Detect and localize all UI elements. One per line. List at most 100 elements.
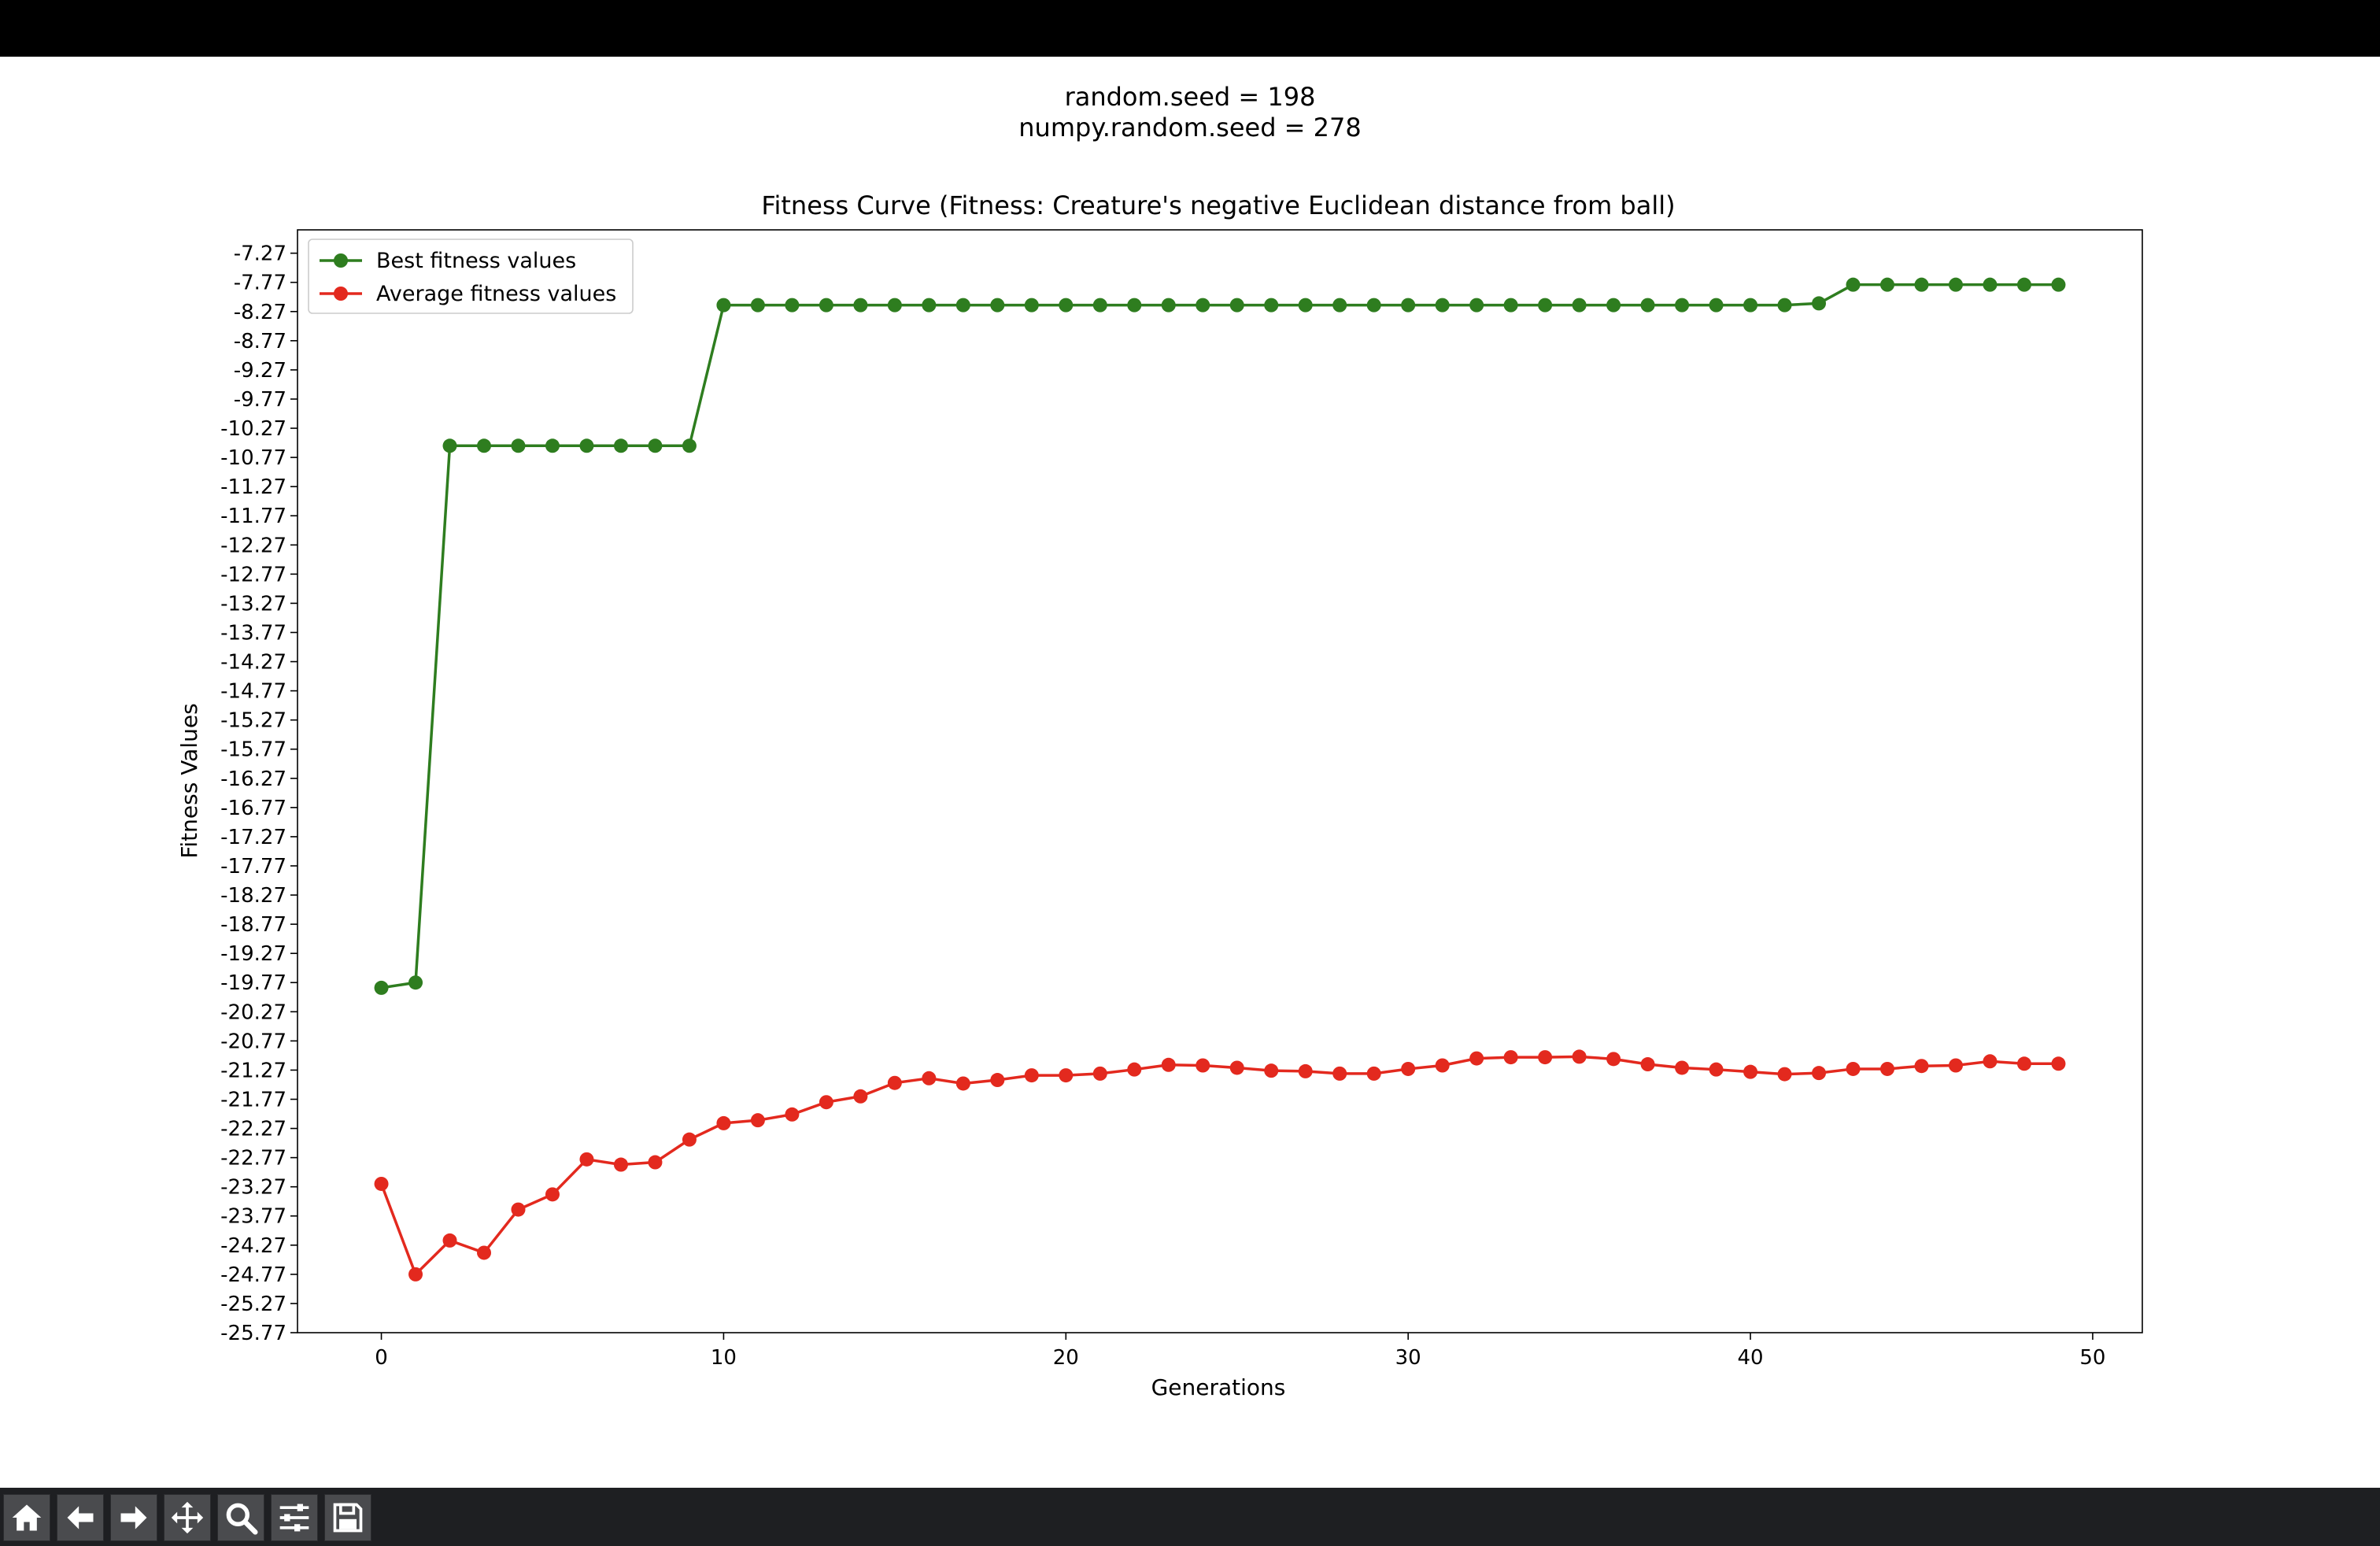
- y-tick-label: -15.77: [220, 738, 286, 762]
- data-point: [1196, 1058, 1210, 1073]
- data-point: [1264, 1063, 1279, 1078]
- move-icon: [171, 1501, 204, 1534]
- legend-box: [308, 239, 634, 314]
- legend-label: Average fitness values: [376, 282, 616, 306]
- legend: Best fitness values Average fitness value…: [308, 239, 634, 314]
- data-point: [579, 438, 594, 453]
- home-button[interactable]: [3, 1494, 50, 1541]
- data-point: [1812, 1066, 1827, 1081]
- x-axis-label: Generations: [1151, 1374, 1286, 1400]
- data-point: [1538, 298, 1553, 313]
- y-tick-label: -17.27: [220, 826, 286, 849]
- x-tick-label: 50: [2079, 1346, 2105, 1370]
- data-point: [408, 1267, 423, 1282]
- data-point: [2016, 1056, 2031, 1071]
- data-point: [1161, 1057, 1176, 1072]
- y-tick-label: -15.27: [220, 709, 286, 733]
- data-point: [922, 1071, 937, 1086]
- data-point: [1880, 1061, 1895, 1076]
- data-point: [785, 1107, 800, 1122]
- y-tick-label: -25.27: [220, 1293, 286, 1316]
- configure-subplots-button[interactable]: [271, 1494, 318, 1541]
- sliders-icon: [279, 1503, 309, 1532]
- data-point: [1366, 1066, 1381, 1081]
- y-tick-label: -11.77: [220, 505, 286, 528]
- data-point: [1332, 298, 1347, 313]
- data-point: [1880, 277, 1895, 292]
- y-tick-label: -24.77: [220, 1263, 286, 1287]
- y-tick-label: -18.27: [220, 884, 286, 908]
- data-point: [442, 1233, 457, 1248]
- y-tick-label: -10.77: [220, 446, 286, 470]
- data-point: [990, 1073, 1005, 1088]
- y-tick-label: -20.27: [220, 1000, 286, 1024]
- series-line: [381, 283, 2059, 989]
- legend-label: Best fitness values: [376, 249, 576, 273]
- legend-marker: [334, 253, 348, 268]
- x-tick-label: 40: [1738, 1346, 1764, 1370]
- data-point: [1640, 298, 1655, 313]
- y-tick-label: -7.77: [234, 272, 286, 295]
- data-point: [819, 298, 833, 313]
- back-button[interactable]: [57, 1494, 104, 1541]
- data-point: [1229, 1060, 1244, 1075]
- data-point: [1572, 298, 1587, 313]
- legend-marker: [334, 287, 348, 301]
- data-point: [955, 1076, 970, 1091]
- y-tick-label: -22.27: [220, 1118, 286, 1141]
- y-tick-label: -11.27: [220, 475, 286, 499]
- y-tick-label: -14.77: [220, 680, 286, 704]
- save-button[interactable]: [324, 1494, 371, 1541]
- data-point: [1743, 298, 1758, 313]
- data-point: [955, 298, 970, 313]
- data-point: [1024, 1068, 1039, 1083]
- data-point: [1503, 1050, 1518, 1065]
- y-tick-label: -16.27: [220, 767, 286, 791]
- y-tick-label: -19.27: [220, 942, 286, 966]
- y-tick-label: -22.77: [220, 1147, 286, 1171]
- data-point: [1127, 298, 1142, 313]
- data-point: [1983, 277, 1998, 292]
- data-point: [1161, 298, 1176, 313]
- fitness-chart: Fitness Curve (Fitness: Creature's negat…: [176, 190, 2143, 1400]
- y-tick-label: -21.77: [220, 1088, 286, 1111]
- data-point: [1640, 1057, 1655, 1072]
- data-point: [477, 1245, 492, 1260]
- figure-canvas: random.seed = 198 numpy.random.seed = 27…: [0, 57, 2380, 1488]
- data-point: [1401, 298, 1416, 313]
- y-tick-label: -23.77: [220, 1205, 286, 1229]
- data-point: [1366, 298, 1381, 313]
- data-point: [1538, 1050, 1553, 1065]
- y-tick-label: -25.77: [220, 1322, 286, 1345]
- data-point: [1709, 1062, 1724, 1077]
- chart-title: Fitness Curve (Fitness: Creature's negat…: [761, 190, 1675, 220]
- data-point: [442, 438, 457, 453]
- y-tick-label: -8.27: [234, 301, 286, 324]
- data-point: [511, 438, 526, 453]
- data-point: [682, 1132, 697, 1147]
- data-point: [1298, 1063, 1313, 1078]
- floppy-disk-icon: [333, 1503, 363, 1533]
- forward-button[interactable]: [110, 1494, 157, 1541]
- y-tick-label: -17.77: [220, 855, 286, 878]
- arrow-left-icon: [67, 1506, 94, 1529]
- data-point: [374, 1176, 389, 1191]
- y-tick-label: -18.77: [220, 913, 286, 937]
- zoom-button[interactable]: [217, 1494, 264, 1541]
- legend-item: Best fitness values: [320, 249, 576, 273]
- data-point: [613, 1157, 628, 1172]
- series-average-fitness: [374, 1049, 2066, 1282]
- data-point: [1127, 1062, 1142, 1077]
- pan-button[interactable]: [164, 1494, 211, 1541]
- data-point: [1914, 277, 1929, 292]
- data-point: [682, 438, 697, 453]
- y-tick-label: -8.77: [234, 330, 286, 353]
- data-point: [408, 975, 423, 990]
- data-point: [853, 298, 868, 313]
- data-point: [1675, 298, 1690, 313]
- y-tick-label: -12.77: [220, 563, 286, 586]
- data-point: [1092, 298, 1107, 313]
- data-point: [1777, 1067, 1792, 1082]
- data-point: [1948, 277, 1963, 292]
- data-point: [1229, 298, 1244, 313]
